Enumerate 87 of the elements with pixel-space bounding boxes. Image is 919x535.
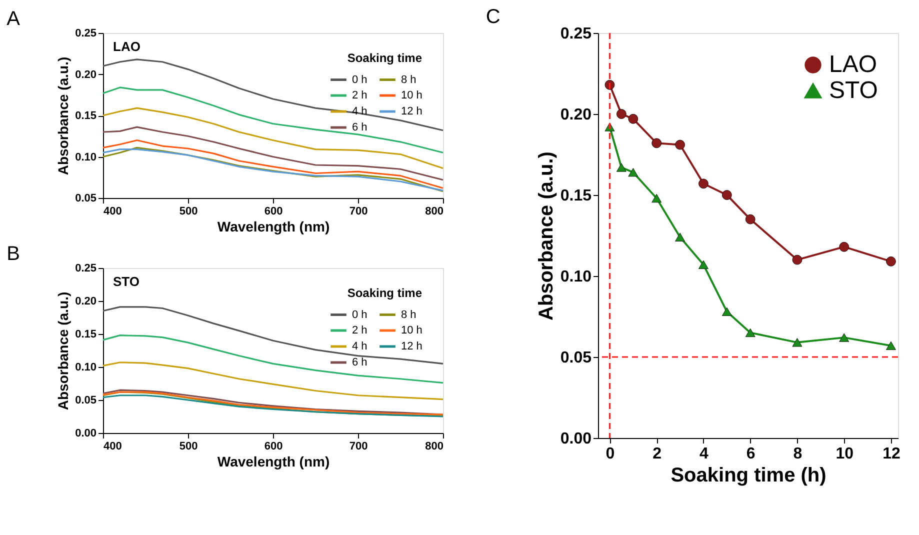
legend-label: 0 h <box>352 308 368 321</box>
x-tick-label: 12 <box>882 446 900 462</box>
x-tick-label: 0 <box>606 446 615 462</box>
point <box>886 256 896 266</box>
x-tick-label: 6 <box>746 446 756 462</box>
y-tick-label: 0.20 <box>75 68 96 81</box>
legend-label: 2 h <box>352 90 368 102</box>
chart-title: C <box>486 6 500 28</box>
y-tick-label: 0.15 <box>75 110 96 122</box>
x-tick-label: 700 <box>349 440 368 452</box>
legend-label: 2 h <box>352 324 368 336</box>
y-tick-label: 0.25 <box>560 26 592 42</box>
line-series <box>102 334 444 384</box>
legend-title: Soaking time <box>347 286 422 300</box>
point <box>839 333 850 342</box>
point <box>745 328 756 338</box>
x-tick-label: 10 <box>836 446 854 462</box>
y-tick-label: 0.00 <box>75 428 96 440</box>
legend-label: 0 h <box>352 74 368 86</box>
point <box>698 260 708 269</box>
legend-label: 6 h <box>352 122 368 134</box>
y-axis-title: Absorbance (a.u.) <box>535 152 558 320</box>
point <box>792 338 802 347</box>
y-tick-label: 0.10 <box>75 151 96 164</box>
point <box>616 163 626 172</box>
y-tick-label: 0.00 <box>560 430 592 448</box>
x-tick-label: 2 <box>652 446 662 462</box>
legend-label: 4 h <box>352 340 368 352</box>
x-tick-label: 500 <box>179 440 198 452</box>
point <box>628 168 638 177</box>
x-tick-label: 500 <box>179 206 198 218</box>
y-tick-label: 0.05 <box>75 394 96 406</box>
chart-title: A <box>6 8 21 30</box>
x-tick-label: 400 <box>104 440 122 452</box>
y-tick-label: 0.25 <box>75 28 96 40</box>
point <box>698 178 708 189</box>
legend-label: LAO <box>829 51 878 78</box>
line-series <box>102 139 444 189</box>
point <box>652 138 662 148</box>
legend-title: Soaking time <box>347 51 422 65</box>
line-series <box>102 306 444 364</box>
point <box>886 341 896 350</box>
legend-label: 10 h <box>401 324 422 336</box>
point <box>722 190 732 200</box>
x-tick-label: 4 <box>700 446 709 462</box>
x-tick-label: 700 <box>349 206 368 218</box>
point <box>616 109 626 119</box>
legend-label: 6 h <box>352 356 368 368</box>
point <box>628 114 638 124</box>
point <box>675 140 685 150</box>
legend-label: 8 h <box>401 308 416 321</box>
x-tick-label: 400 <box>104 206 122 218</box>
annotation: LAO <box>113 39 140 54</box>
x-tick-label: 800 <box>425 206 444 218</box>
point <box>839 242 850 252</box>
y-tick-label: 0.05 <box>75 192 96 204</box>
legend-label: 8 h <box>401 74 416 86</box>
y-axis-title: Absorbance (a.u.) <box>55 292 72 410</box>
line-series <box>102 86 444 154</box>
x-axis-title: Wavelength (nm) <box>217 218 330 234</box>
x-axis-title: Wavelength (nm) <box>217 454 330 470</box>
point <box>722 307 732 316</box>
point <box>652 194 662 203</box>
y-tick-label: 0.20 <box>560 106 592 124</box>
x-tick-label: 8 <box>793 446 802 462</box>
x-tick-label: 800 <box>425 440 444 452</box>
legend-label: 10 h <box>401 90 422 102</box>
y-tick-label: 0.20 <box>75 296 96 308</box>
legend-label: STO <box>829 77 878 104</box>
point <box>745 214 756 224</box>
legend-label: 12 h <box>401 340 422 352</box>
y-tick-label: 0.10 <box>75 362 96 374</box>
x-tick-label: 600 <box>264 440 283 452</box>
point <box>792 254 802 265</box>
line-series <box>102 107 444 170</box>
annotation: STO <box>113 274 140 289</box>
y-tick-label: 0.15 <box>560 188 592 204</box>
legend-label: 12 h <box>401 106 422 118</box>
y-tick-label: 0.10 <box>560 268 592 286</box>
point <box>675 232 685 242</box>
chart-title: B <box>6 243 20 265</box>
y-axis-title: Absorbance (a.u.) <box>55 56 72 176</box>
y-tick-label: 0.05 <box>560 350 592 366</box>
x-axis-title: Soaking time (h) <box>670 464 826 486</box>
x-tick-label: 600 <box>264 206 283 218</box>
y-tick-label: 0.25 <box>75 262 96 274</box>
y-tick-label: 0.15 <box>75 328 96 340</box>
